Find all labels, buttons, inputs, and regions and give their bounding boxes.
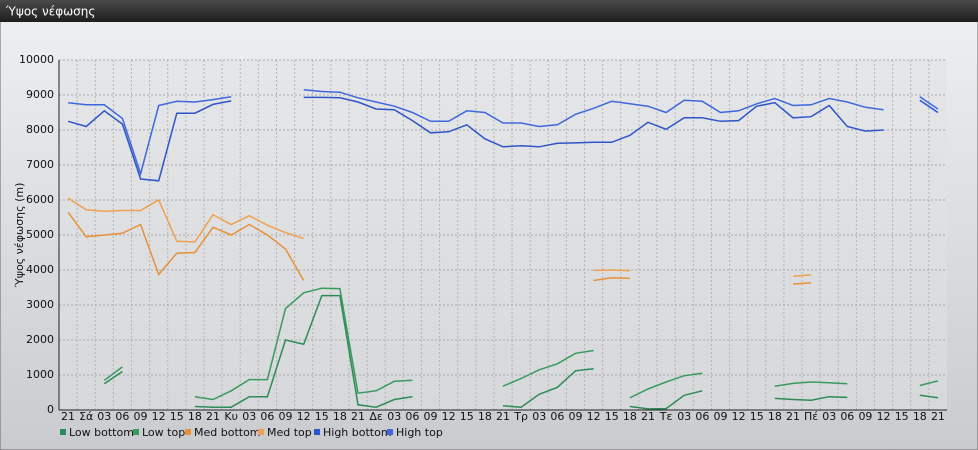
x-tick-label: 06 — [840, 410, 854, 423]
x-tick-label: 21 — [931, 410, 945, 423]
x-tick-label: 03 — [242, 410, 256, 423]
x-tick-label: 06 — [550, 410, 564, 423]
series-line — [103, 287, 939, 401]
x-tick-label: 09 — [858, 410, 872, 423]
x-tick-label: Τρ — [513, 410, 528, 423]
y-tick-label: 8000 — [26, 123, 54, 136]
x-tick-label: 12 — [442, 410, 456, 423]
series-line — [67, 211, 812, 285]
x-tick-label: 09 — [279, 410, 293, 423]
x-tick-label: 03 — [387, 410, 401, 423]
x-tick-label: 03 — [532, 410, 546, 423]
x-tick-label: 03 — [97, 410, 111, 423]
legend-label: High top — [396, 426, 443, 439]
x-tick-label: Δε — [369, 410, 383, 423]
x-tick-label: 18 — [478, 410, 492, 423]
x-tick-label: 06 — [260, 410, 274, 423]
series-line — [68, 89, 939, 177]
y-tick-label: 9000 — [26, 88, 54, 101]
y-axis-label: Ύψος νέφωσης (m) — [13, 183, 26, 289]
x-tick-label: 21 — [206, 410, 220, 423]
x-tick-label: Σά — [79, 410, 93, 423]
x-tick-label: 18 — [913, 410, 927, 423]
x-tick-label: 03 — [677, 410, 691, 423]
chart-title: Ύψος νέφωσης — [5, 5, 95, 19]
x-tick-label: 09 — [424, 410, 438, 423]
y-tick-label: 1000 — [26, 368, 54, 381]
legend-label: Med bottom — [194, 426, 261, 439]
legend-label: High bottom — [323, 426, 392, 439]
y-tick-label: 6000 — [26, 193, 54, 206]
x-tick-label: 15 — [895, 410, 909, 423]
x-tick-label: 09 — [568, 410, 582, 423]
y-tick-label: 0 — [47, 403, 54, 416]
x-tick-label: Τε — [659, 410, 673, 423]
x-tick-label: 12 — [297, 410, 311, 423]
x-tick-label: 21 — [496, 410, 510, 423]
y-tick-label: 2000 — [26, 333, 54, 346]
legend-label: Low top — [142, 426, 185, 439]
x-tick-label: 15 — [315, 410, 329, 423]
y-tick-label: 3000 — [26, 298, 54, 311]
x-tick-label: 12 — [587, 410, 601, 423]
series-line — [103, 294, 939, 410]
x-tick-label: 06 — [695, 410, 709, 423]
x-tick-label: 21 — [786, 410, 800, 423]
legend-marker — [314, 429, 320, 435]
series-line — [67, 96, 939, 182]
title-bar — [0, 0, 978, 22]
x-tick-label: 06 — [115, 410, 129, 423]
x-tick-label: 12 — [152, 410, 166, 423]
x-tick-label: 21 — [351, 410, 365, 423]
x-tick-label: 06 — [405, 410, 419, 423]
x-tick-label: 18 — [188, 410, 202, 423]
x-tick-label: 21 — [61, 410, 75, 423]
x-tick-label: 15 — [750, 410, 764, 423]
legend-marker — [60, 429, 66, 435]
y-tick-label: 5000 — [26, 228, 54, 241]
legend-marker — [185, 429, 191, 435]
x-tick-label: 15 — [605, 410, 619, 423]
legend-marker — [133, 429, 139, 435]
x-tick-label: 18 — [623, 410, 637, 423]
x-tick-label: 12 — [877, 410, 891, 423]
y-tick-label: 4000 — [26, 263, 54, 276]
x-tick-label: Κυ — [224, 410, 238, 423]
x-tick-label: 09 — [134, 410, 148, 423]
x-tick-label: 18 — [333, 410, 347, 423]
y-tick-label: 10000 — [19, 53, 54, 66]
legend-marker — [387, 429, 393, 435]
y-tick-label: 7000 — [26, 158, 54, 171]
x-tick-label: 12 — [732, 410, 746, 423]
x-tick-label: 15 — [460, 410, 474, 423]
x-tick-label: 03 — [822, 410, 836, 423]
x-tick-label: 09 — [713, 410, 727, 423]
x-tick-label: 15 — [170, 410, 184, 423]
legend-label: Med top — [267, 426, 312, 439]
legend-marker — [258, 429, 264, 435]
x-tick-label: 18 — [768, 410, 782, 423]
legend-label: Low bottom — [69, 426, 134, 439]
x-tick-label: Πέ — [804, 410, 818, 423]
x-tick-label: 21 — [641, 410, 655, 423]
series-line — [67, 197, 812, 278]
